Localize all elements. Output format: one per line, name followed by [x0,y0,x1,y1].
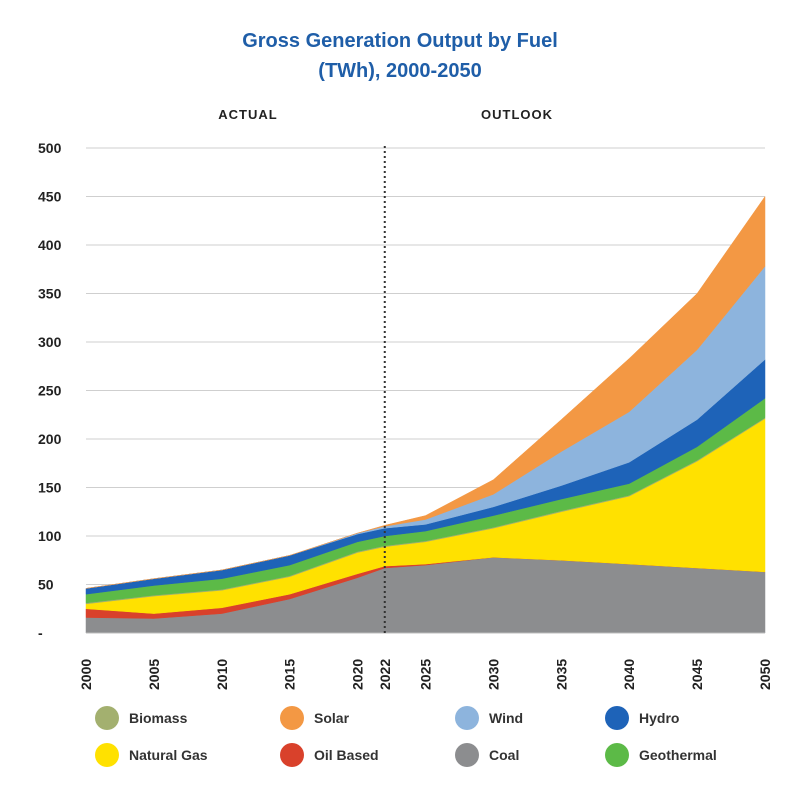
legend-item-geothermal: Geothermal [605,743,717,767]
legend-item-coal: Coal [455,743,519,767]
y-tick-label: 300 [38,334,62,350]
y-tick-label: 200 [38,431,62,447]
x-tick-label: 2040 [621,659,637,690]
y-tick-label: 150 [38,480,62,496]
legend-item-natural-gas: Natural Gas [95,743,208,767]
legend-item-solar: Solar [280,706,349,730]
legend-swatch [280,743,304,767]
y-tick-label: 250 [38,383,62,399]
x-tick-label: 2030 [485,659,501,690]
legend-item-oil-based: Oil Based [280,743,379,767]
legend-item-wind: Wind [455,706,523,730]
legend-label: Geothermal [639,747,717,763]
legend-swatch [455,743,479,767]
legend-swatch [455,706,479,730]
legend-label: Hydro [639,710,680,726]
legend-swatch [280,706,304,730]
x-tick-label: 2010 [214,659,230,690]
area-solar [85,195,766,589]
legend-label: Natural Gas [129,747,208,763]
x-tick-label: 2020 [350,659,366,690]
legend-swatch [95,743,119,767]
y-tick-label: 350 [38,286,62,302]
x-tick-label: 2022 [377,659,393,690]
y-tick-label: 400 [38,237,62,253]
chart-title: Gross Generation Output by Fuel (TWh), 2… [0,26,800,86]
legend-label: Wind [489,710,524,726]
phase-label-actual: ACTUAL [218,107,277,122]
legend-label: Coal [489,747,520,763]
legend-item-hydro: Hydro [605,706,679,730]
legend-swatch [605,743,629,767]
phase-label-outlook: OUTLOOK [481,107,553,122]
chart-title-line-2: (TWh), 2000-2050 [318,60,482,82]
legend-item-biomass: Biomass [95,706,187,730]
x-tick-label: 2025 [418,659,434,690]
legend-swatch [95,706,119,730]
y-tick-label: 450 [38,189,62,205]
x-tick-label: 2035 [553,659,569,690]
y-tick-label: 500 [38,140,62,156]
x-tick-label: 2015 [282,659,298,690]
y-tick-label: - [38,625,43,641]
x-tick-label: 2000 [78,659,94,690]
legend-label: Oil Based [314,747,379,763]
legend-label: Solar [314,710,350,726]
y-tick-label: 100 [38,528,62,544]
legend-swatch [605,706,629,730]
chart-title-line-1: Gross Generation Output by Fuel [242,30,558,52]
x-tick-label: 2005 [146,659,162,690]
y-tick-label: 50 [38,577,54,593]
x-tick-label: 2050 [757,659,773,690]
legend-label: Biomass [129,710,188,726]
x-tick-label: 2045 [689,659,705,690]
